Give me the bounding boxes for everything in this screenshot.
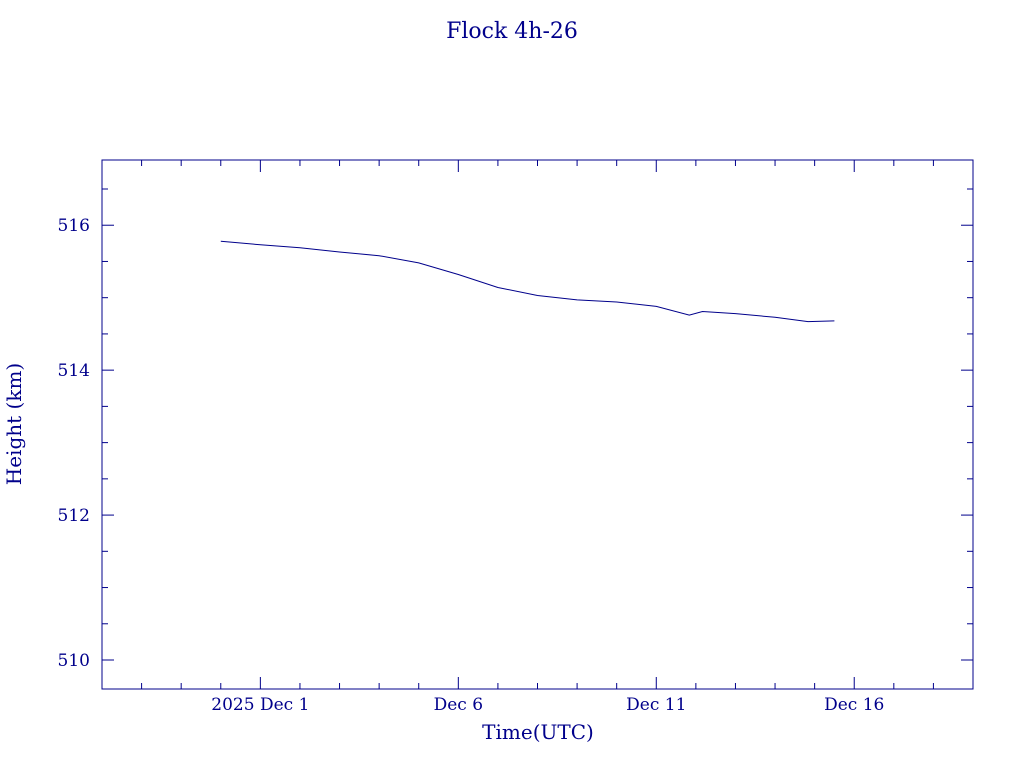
x-tick-label: Dec 11 xyxy=(626,695,686,715)
chart-title: Flock 4h-26 xyxy=(446,19,578,44)
height-series-line xyxy=(220,240,835,323)
y-tick-label: 512 xyxy=(58,506,90,526)
y-axis-label: Height (km) xyxy=(2,363,26,485)
axis-ticks xyxy=(101,160,974,689)
plot-frame xyxy=(101,159,974,690)
y-tick-label: 516 xyxy=(58,216,90,236)
x-tick-label: Dec 16 xyxy=(824,695,884,715)
x-tick-label: 2025 Dec 1 xyxy=(211,695,309,715)
y-tick-label: 510 xyxy=(58,651,90,671)
x-axis-label: Time(UTC) xyxy=(482,720,594,744)
x-tick-label: Dec 6 xyxy=(434,695,483,715)
x-tick-labels: 2025 Dec 1 Dec 6 Dec 11 Dec 16 xyxy=(211,695,884,715)
y-tick-labels: 510 512 514 516 xyxy=(58,216,90,671)
y-tick-label: 514 xyxy=(58,361,90,381)
